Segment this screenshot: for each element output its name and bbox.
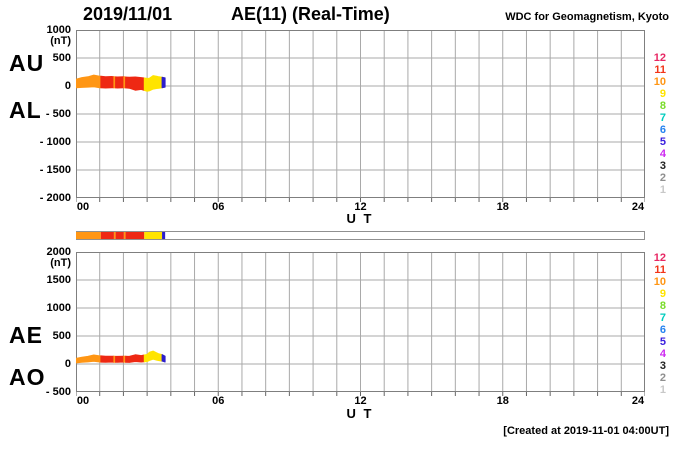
legend-station-count: 1	[659, 384, 666, 396]
chart-date: 2019/11/01	[83, 4, 173, 24]
x-tick-label: 24	[631, 395, 645, 407]
lower-panel-plot	[76, 252, 645, 396]
x-tick-label: 18	[496, 201, 509, 213]
ut-axis-label-lower: U T	[346, 406, 374, 421]
y-tick-label: 500	[52, 52, 71, 64]
x-tick-label: 12	[354, 395, 367, 407]
station-count-legend-upper: 12 11 10 9 8 7 6 5 4 3 2 1	[600, 52, 666, 196]
legend-station-count: 6	[659, 124, 666, 136]
legend-station-count: 12	[653, 52, 666, 64]
created-note: [Created at 2019-11-01 04:00UT]	[503, 425, 669, 437]
data-source: WDC for Geomagnetism, Kyoto	[505, 11, 669, 23]
y-tick-label: 1000	[46, 302, 71, 314]
legend-station-count: 9	[659, 88, 666, 100]
legend-station-count: 3	[659, 160, 666, 172]
x-tick-label: 06	[212, 201, 225, 213]
y-tick-label: 1500	[46, 274, 71, 286]
legend-station-count: 12	[653, 252, 666, 264]
x-tick-label: 12	[354, 201, 367, 213]
y-tick-label: 0	[64, 358, 71, 370]
x-tick-label: 06	[212, 395, 225, 407]
y-tick-label: 1000	[46, 24, 71, 36]
upper-panel-plot	[76, 30, 645, 202]
legend-station-count: 8	[659, 100, 666, 112]
y-tick-label: - 500	[45, 108, 71, 120]
x-tick-label: 18	[496, 395, 509, 407]
y-tick-label: 0	[64, 80, 71, 92]
legend-station-count: 4	[659, 148, 666, 160]
y-tick-label: 2000	[46, 246, 71, 258]
y-axis-unit-label: (nT)	[50, 257, 71, 269]
legend-station-count: 2	[659, 172, 666, 184]
legend-station-count: 9	[659, 288, 666, 300]
x-tick-label: 00	[76, 395, 90, 407]
legend-station-count: 6	[659, 324, 666, 336]
y-tick-label: - 1500	[39, 164, 71, 176]
legend-station-count: 7	[659, 112, 666, 124]
y-tick-label: 500	[52, 330, 71, 342]
legend-station-count: 11	[654, 64, 666, 76]
station-colorbar	[76, 231, 645, 240]
y-tick-label: - 500	[45, 386, 71, 398]
au-index-label: AU	[9, 50, 45, 76]
al-index-label: AL	[9, 97, 42, 123]
x-tick-label: 00	[76, 201, 90, 213]
legend-station-count: 2	[659, 372, 666, 384]
y-tick-label: - 2000	[39, 192, 71, 204]
station-count-legend-lower: 12 11 10 9 8 7 6 5 4 3 2 1	[600, 252, 666, 396]
legend-station-count: 7	[659, 312, 666, 324]
legend-station-count: 4	[659, 348, 666, 360]
y-tick-label: - 1000	[39, 136, 71, 148]
legend-station-count: 11	[654, 264, 666, 276]
legend-station-count: 1	[659, 184, 666, 196]
legend-station-count: 5	[659, 336, 666, 348]
ut-axis-label-upper: U T	[346, 211, 374, 226]
legend-station-count: 10	[653, 76, 666, 88]
legend-station-count: 10	[653, 276, 666, 288]
legend-station-count: 8	[659, 300, 666, 312]
y-axis-unit-label: (nT)	[50, 35, 71, 47]
ae-index-label: AE	[9, 322, 43, 348]
legend-station-count: 5	[659, 136, 666, 148]
ao-index-label: AO	[9, 364, 46, 390]
chart-title: AE(11) (Real-Time)	[231, 4, 390, 24]
x-tick-label: 24	[631, 201, 645, 213]
legend-station-count: 3	[659, 360, 666, 372]
